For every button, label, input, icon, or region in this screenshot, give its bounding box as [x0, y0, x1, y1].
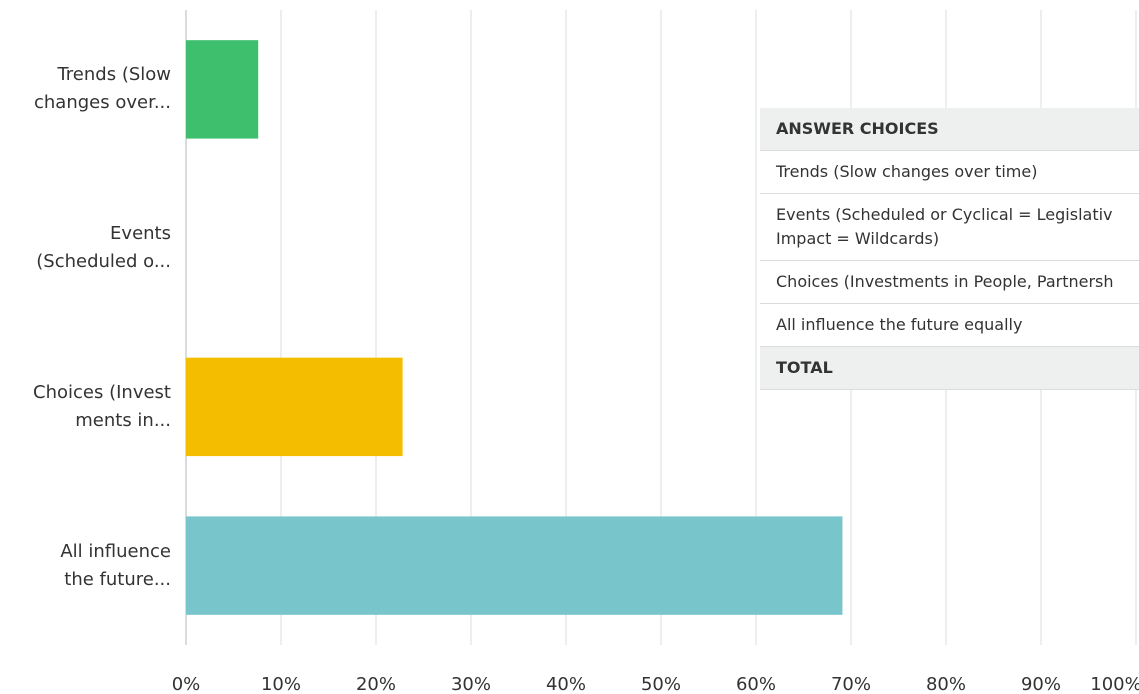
y-tick-label: Choices (Invest ments in... — [33, 381, 171, 431]
x-tick-label: 10% — [261, 674, 301, 694]
y-tick-label: All influence the future... — [60, 540, 171, 590]
x-tick-label: 70% — [831, 674, 871, 694]
x-tick-label: 30% — [451, 674, 491, 694]
bar — [186, 40, 259, 139]
bar — [186, 357, 403, 457]
x-tick-label: 60% — [736, 674, 776, 694]
table-header: ANSWER CHOICES — [760, 108, 1139, 151]
table-row: Events (Scheduled or Cyclical = Legislat… — [760, 194, 1139, 261]
y-tick-label: Trends (Slow changes over... — [34, 64, 171, 114]
table-row: Choices (Investments in People, Partners… — [760, 261, 1139, 304]
x-tick-label: 80% — [926, 674, 966, 694]
table-footer: TOTAL — [760, 347, 1139, 390]
x-tick-label: 100% — [1090, 674, 1139, 694]
y-tick-label: Events (Scheduled o... — [36, 223, 171, 273]
x-tick-label: 20% — [356, 674, 396, 694]
table-row: Trends (Slow changes over time) — [760, 151, 1139, 194]
table-row: All influence the future equally — [760, 304, 1139, 347]
x-tick-label: 50% — [641, 674, 681, 694]
x-tick-label: 40% — [546, 674, 586, 694]
bar — [186, 516, 843, 615]
x-tick-label: 90% — [1021, 674, 1061, 694]
answer-table: ANSWER CHOICES Trends (Slow changes over… — [760, 108, 1139, 390]
x-tick-label: 0% — [172, 674, 201, 694]
